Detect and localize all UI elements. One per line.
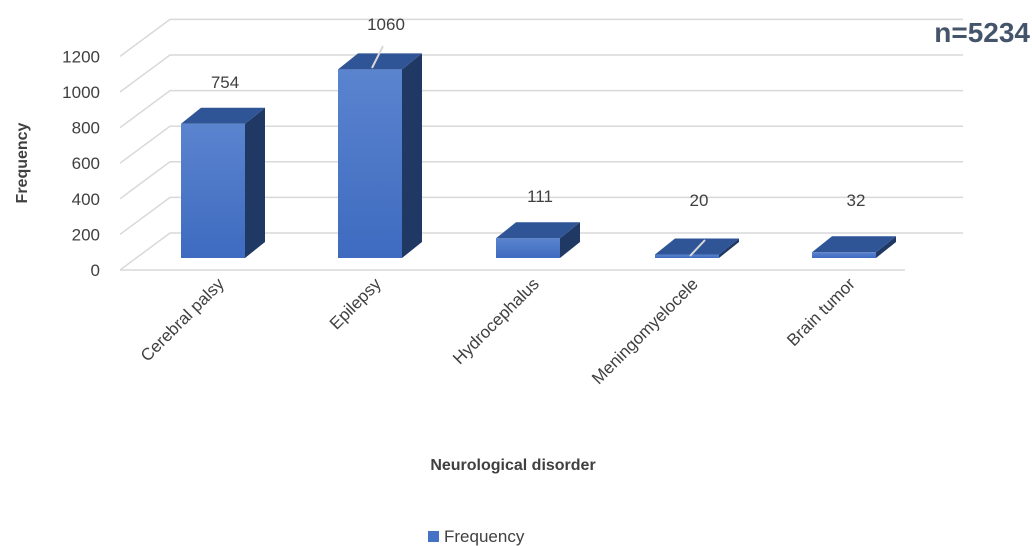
- bar-top: [338, 53, 422, 70]
- data-label: 111: [527, 187, 553, 206]
- sample-size-annotation: n=5234: [934, 17, 1030, 48]
- gridline: [119, 125, 963, 164]
- bar-side: [402, 53, 422, 258]
- data-label: 32: [847, 191, 866, 210]
- gridline: [119, 196, 963, 236]
- bar-top: [181, 107, 265, 124]
- gridline: [119, 18, 963, 58]
- data-labels: 754 1060 111 20 32: [211, 15, 866, 257]
- y-tick-label: 800: [72, 119, 100, 138]
- x-tick-label: Brain tumor: [783, 274, 859, 350]
- bar-front: [812, 252, 876, 258]
- bar: [812, 236, 896, 258]
- bar-side: [719, 238, 739, 258]
- x-tick-label: Meningomyelocele: [588, 274, 702, 388]
- leader-line: [689, 239, 706, 257]
- x-tick-label: Cerebral palsy: [137, 274, 228, 365]
- legend-label: Frequency: [444, 527, 525, 546]
- gridlines: [119, 18, 963, 271]
- bar-front: [496, 238, 560, 258]
- y-tick-label: 0: [91, 261, 100, 280]
- y-axis-ticks: 0 200 400 600 800 1000 1200: [62, 47, 100, 280]
- bar-side: [876, 236, 896, 258]
- gridline: [119, 161, 963, 200]
- y-tick-label: 200: [72, 225, 100, 244]
- y-axis-title: Frequency: [14, 122, 31, 203]
- legend-swatch: [428, 531, 439, 542]
- y-tick-label: 1200: [62, 47, 100, 66]
- x-tick-label: Epilepsy: [326, 274, 385, 333]
- bar-side: [245, 107, 265, 259]
- bars: [181, 53, 896, 259]
- bar: [338, 53, 422, 258]
- y-tick-label: 400: [72, 190, 100, 209]
- bar-side: [560, 222, 580, 258]
- y-tick-label: 600: [72, 154, 100, 173]
- x-tick-label: Hydrocephalus: [449, 274, 543, 368]
- bar-front: [181, 123, 245, 259]
- bar-top: [655, 238, 739, 255]
- bar-top: [812, 236, 896, 253]
- bar-top: [496, 222, 580, 239]
- data-label: 754: [211, 73, 239, 92]
- data-label: 20: [690, 191, 709, 210]
- x-axis-title: Neurological disorder: [430, 457, 595, 474]
- gridline: [119, 89, 963, 129]
- data-label: 1060: [367, 15, 405, 34]
- gridline: [119, 54, 963, 93]
- gridline: [119, 232, 963, 271]
- bar: [181, 107, 265, 259]
- bar: [655, 238, 739, 258]
- legend: Frequency: [428, 527, 525, 546]
- leader-line: [371, 45, 384, 69]
- bar-front: [655, 254, 719, 258]
- bar: [496, 222, 580, 258]
- y-tick-label: 1000: [62, 83, 100, 102]
- x-axis-categories: Cerebral palsy Epilepsy Hydrocephalus Menin…: [137, 274, 859, 388]
- bar-front: [338, 69, 402, 258]
